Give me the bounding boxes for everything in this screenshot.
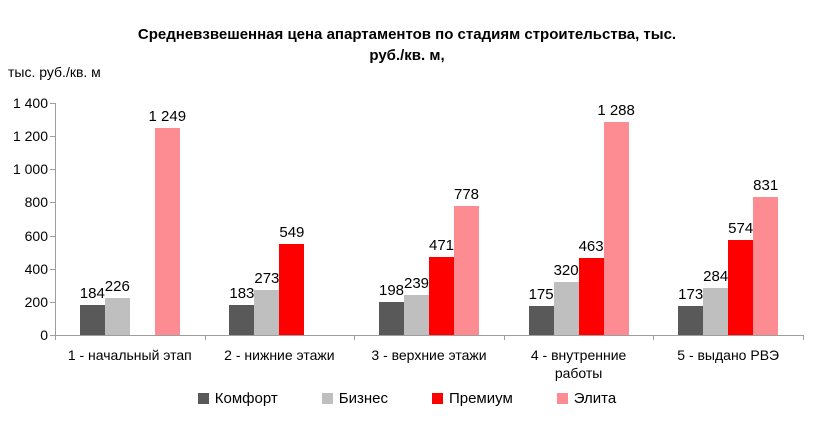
x-tick-mark <box>55 335 56 340</box>
y-tick-label: 1 200 <box>12 128 48 145</box>
bar-value-label: 778 <box>453 186 480 204</box>
legend-swatch <box>556 393 568 404</box>
bar-value-label: 173 <box>678 286 704 304</box>
bar <box>678 306 704 335</box>
bar <box>404 295 429 335</box>
chart-title-line-1: Средневзвешенная цена апартаментов по ст… <box>137 26 677 43</box>
legend-swatch <box>197 393 209 404</box>
bar-value-label: 226 <box>104 277 130 295</box>
bar <box>603 121 629 335</box>
legend: Комфорт Бизнес Премиум Элита <box>0 390 814 407</box>
x-category-label: 5 - выдано РВЭ <box>677 347 780 363</box>
bar <box>728 239 754 335</box>
bar-value-label: 1 288 <box>597 101 635 119</box>
y-tick-mark <box>50 335 55 336</box>
y-tick-mark <box>50 235 55 237</box>
y-tick-label: 0 <box>40 327 48 343</box>
legend-item: Бизнес <box>321 390 388 407</box>
x-tick-mark <box>803 335 804 340</box>
y-tick-label: 400 <box>24 260 48 277</box>
bar-value-label: 471 <box>428 236 455 254</box>
y-tick-mark <box>50 136 55 138</box>
legend-item-label: Премиум <box>448 390 513 407</box>
bar-value-label: 184 <box>79 284 105 302</box>
x-tick-mark <box>354 335 356 340</box>
x-category-label: 1 - начальный этап <box>67 347 192 363</box>
bar <box>104 297 130 335</box>
bar-value-label: 463 <box>578 238 604 256</box>
x-category-label: 3 - верхние этажи <box>371 347 487 363</box>
legend-item: Комфорт <box>197 390 278 407</box>
bar-value-label: 183 <box>229 284 255 302</box>
chart-title: Средневзвешенная цена апартаментов по ст… <box>0 24 814 66</box>
y-tick-mark <box>50 169 55 171</box>
chart-title-line-2: руб./кв. м, <box>369 47 445 64</box>
y-tick-label: 1 000 <box>12 161 48 178</box>
bar <box>254 289 280 335</box>
legend-swatch <box>431 393 443 404</box>
bar <box>154 128 180 335</box>
bar-value-label: 320 <box>553 261 579 279</box>
y-axis-unit-label: тыс. руб./кв. м <box>8 64 101 80</box>
legend-item: Элита <box>556 390 617 407</box>
bar <box>379 302 404 335</box>
legend-item: Премиум <box>431 390 513 407</box>
bar-value-label: 1 249 <box>148 108 187 126</box>
bar <box>454 206 479 335</box>
x-category-label: 2 - нижние этажи <box>224 347 335 363</box>
bar <box>553 281 579 335</box>
y-tick-mark <box>50 268 55 270</box>
y-axis-line <box>55 103 56 335</box>
bar-value-label: 273 <box>254 269 280 287</box>
legend-item-label: Элита <box>573 390 617 407</box>
bar-value-label: 198 <box>378 282 405 300</box>
y-tick-label: 600 <box>24 227 48 244</box>
x-tick-mark <box>503 335 505 340</box>
bar <box>79 304 105 335</box>
legend-item-label: Комфорт <box>214 390 278 407</box>
x-axis-line <box>55 335 804 336</box>
bar-value-label: 284 <box>703 267 729 285</box>
x-tick-mark <box>653 335 655 340</box>
y-tick-label: 1 400 <box>12 95 48 111</box>
bar <box>429 256 454 335</box>
bar <box>753 197 779 335</box>
bar-value-label: 831 <box>753 177 779 195</box>
y-tick-mark <box>50 103 55 104</box>
y-tick-mark <box>50 301 55 303</box>
legend-item-label: Бизнес <box>338 390 388 407</box>
legend-swatch <box>321 393 333 404</box>
y-tick-mark <box>50 202 55 204</box>
bar-value-label: 549 <box>279 224 305 242</box>
bar <box>578 258 604 335</box>
y-tick-label: 200 <box>24 293 48 310</box>
x-tick-mark <box>204 335 206 340</box>
x-category-label: 4 - внутренние работы <box>530 347 627 381</box>
bar <box>703 287 729 335</box>
bar-value-label: 175 <box>528 286 554 303</box>
bar <box>528 306 554 335</box>
bar-value-label: 574 <box>728 219 754 237</box>
bar <box>229 304 255 335</box>
y-tick-label: 800 <box>24 194 48 211</box>
bar-value-label: 239 <box>403 275 430 293</box>
bar <box>279 244 305 335</box>
